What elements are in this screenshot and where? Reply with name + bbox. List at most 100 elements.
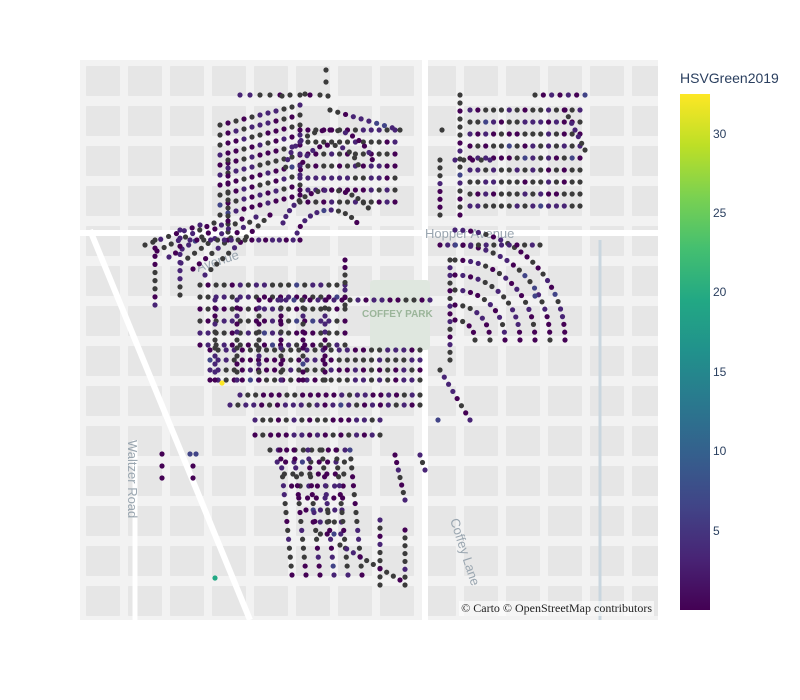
data-point: [328, 367, 334, 373]
no-data-point: [553, 143, 560, 149]
no-data-point: [439, 127, 445, 133]
no-data-point: [487, 337, 493, 343]
no-data-point: [298, 518, 304, 525]
map-block: [254, 66, 288, 96]
no-data-point: [344, 563, 350, 569]
data-point: [342, 330, 348, 336]
no-data-point: [223, 377, 229, 383]
data-point: [322, 187, 328, 193]
no-data-point: [384, 569, 390, 575]
map-block: [170, 506, 204, 536]
data-point: [221, 294, 227, 300]
data-point: [237, 392, 243, 398]
map-block: [548, 306, 582, 336]
no-data-point: [377, 432, 383, 438]
data-point: [234, 329, 240, 335]
data-point: [190, 230, 196, 237]
data-point: [316, 459, 322, 465]
no-data-point: [481, 296, 487, 303]
no-data-point: [483, 107, 489, 113]
no-data-point: [499, 321, 506, 328]
data-point: [269, 342, 276, 348]
no-data-point: [286, 545, 293, 551]
no-data-point: [475, 179, 481, 185]
data-point: [291, 202, 297, 208]
data-point: [328, 545, 335, 551]
data-point: [522, 107, 528, 113]
no-data-point: [501, 294, 507, 300]
map-view[interactable]: Hopper Avenue Avenue COFFEY PARK Waltzer Ro…: [80, 60, 658, 620]
data-point: [268, 392, 274, 398]
data-point: [347, 447, 353, 453]
no-data-point: [286, 330, 292, 336]
data-point: [370, 392, 376, 398]
no-data-point: [329, 139, 335, 145]
data-point: [322, 353, 328, 359]
no-data-point: [376, 187, 382, 193]
data-point: [208, 237, 214, 243]
data-point: [331, 572, 337, 578]
data-point: [457, 108, 463, 114]
no-data-point: [385, 367, 391, 373]
no-data-point: [229, 306, 235, 312]
data-point: [212, 313, 218, 319]
data-point: [483, 322, 490, 328]
no-data-point: [327, 107, 333, 113]
data-point: [299, 527, 305, 533]
data-point: [340, 483, 346, 489]
no-data-point: [577, 167, 583, 173]
data-point: [205, 282, 211, 288]
data-point: [467, 167, 473, 173]
no-data-point: [417, 392, 423, 398]
no-data-point: [437, 165, 443, 171]
map-block: [86, 66, 120, 96]
data-point: [336, 347, 342, 353]
no-data-point: [352, 175, 359, 181]
no-data-point: [514, 107, 520, 113]
no-data-point: [460, 318, 466, 325]
no-data-point: [506, 203, 512, 209]
data-point: [379, 297, 385, 303]
data-point: [280, 483, 287, 489]
data-point: [233, 208, 239, 214]
data-point: [231, 245, 238, 251]
no-data-point: [506, 191, 512, 197]
data-point: [227, 402, 233, 408]
no-data-point: [582, 147, 588, 153]
no-data-point: [257, 162, 263, 168]
no-data-point: [334, 456, 340, 462]
no-data-point: [353, 509, 359, 516]
data-point: [261, 318, 268, 324]
no-data-point: [336, 139, 343, 145]
data-point: [317, 144, 323, 150]
data-point: [285, 536, 292, 542]
map-block: [548, 66, 582, 96]
data-point: [234, 313, 240, 319]
data-point: [297, 151, 303, 157]
data-point: [241, 186, 247, 192]
data-point: [354, 392, 360, 398]
data-point: [457, 140, 463, 146]
no-data-point: [349, 465, 355, 471]
data-point: [344, 347, 350, 353]
data-point: [522, 179, 528, 185]
no-data-point: [342, 306, 348, 312]
data-point: [352, 187, 359, 193]
data-point: [159, 463, 165, 469]
no-data-point: [506, 167, 512, 173]
data-point: [276, 392, 282, 398]
data-point: [269, 330, 276, 336]
data-point: [526, 306, 532, 312]
no-data-point: [417, 402, 423, 408]
no-data-point: [326, 306, 332, 312]
data-point: [166, 254, 172, 260]
data-point: [275, 432, 282, 438]
data-point: [545, 167, 552, 173]
data-point: [281, 196, 287, 202]
no-data-point: [393, 402, 399, 408]
no-data-point: [182, 234, 189, 240]
colorbar-tick-label: 5: [713, 523, 720, 538]
no-data-point: [288, 377, 294, 383]
no-data-point: [288, 563, 294, 569]
